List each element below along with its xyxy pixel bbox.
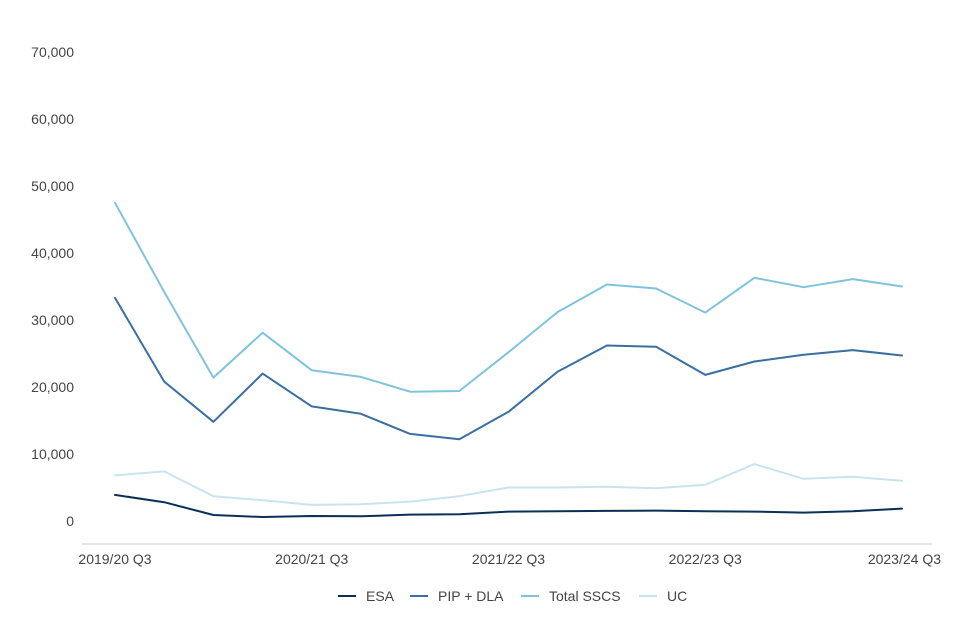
series-lines — [114, 201, 903, 518]
legend-label: Total SSCS — [549, 588, 621, 604]
x-tick-label: 2023/24 Q3 — [868, 551, 941, 567]
legend-label: ESA — [366, 588, 395, 604]
x-axis: 2019/20 Q3 2020/21 Q3 2021/22 Q3 2022/23 Q3… — [78, 551, 941, 567]
y-tick-label: 30,000 — [31, 312, 74, 328]
y-tick-label: 0 — [66, 513, 74, 529]
legend-item: UC — [639, 588, 687, 604]
y-tick-label: 50,000 — [31, 178, 74, 194]
y-tick-label: 40,000 — [31, 245, 74, 261]
legend-item: PIP + DLA — [410, 588, 504, 604]
y-tick-label: 70,000 — [31, 44, 74, 60]
y-tick-label: 60,000 — [31, 111, 74, 127]
y-tick-label: 20,000 — [31, 379, 74, 395]
legend: ESA PIP + DLA Total SSCS UC — [338, 588, 687, 604]
x-tick-label: 2020/21 Q3 — [275, 551, 348, 567]
series-line-esa — [114, 493, 903, 518]
legend-item: ESA — [338, 588, 395, 604]
legend-item: Total SSCS — [521, 588, 621, 604]
legend-label: PIP + DLA — [438, 588, 504, 604]
legend-label: UC — [667, 588, 687, 604]
y-tick-label: 10,000 — [31, 446, 74, 462]
x-tick-label: 2019/20 Q3 — [78, 551, 151, 567]
x-tick-label: 2022/23 Q3 — [669, 551, 742, 567]
series-line-total-sscs — [114, 201, 903, 393]
x-tick-label: 2021/22 Q3 — [472, 551, 545, 567]
series-line-pip-dla — [114, 296, 903, 441]
y-axis: 0 10,000 20,000 30,000 40,000 50,000 60,000 70,… — [31, 44, 74, 529]
series-line-uc — [114, 463, 903, 506]
